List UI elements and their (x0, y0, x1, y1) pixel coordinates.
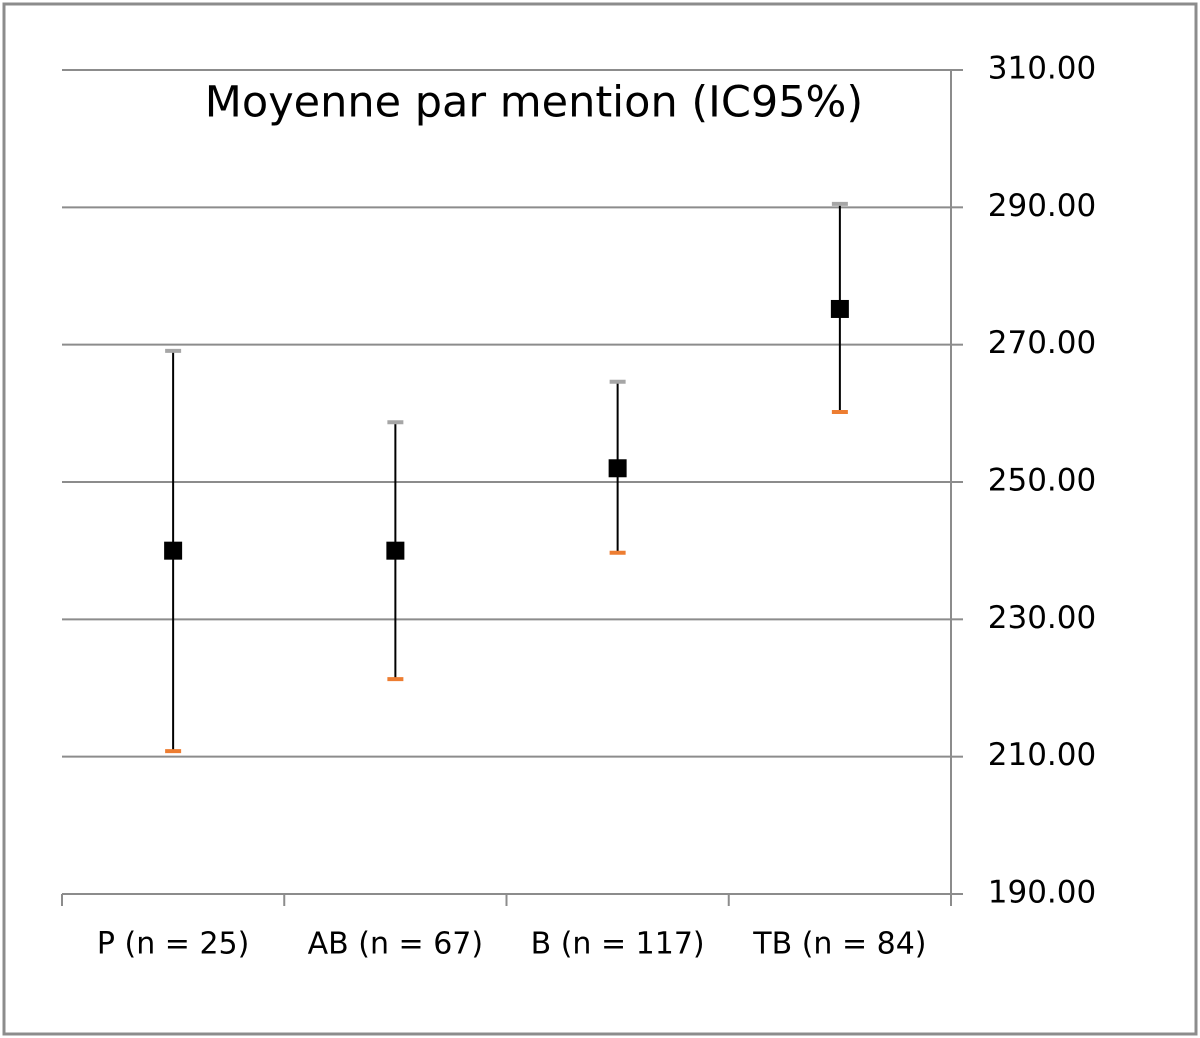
x-tick-label: TB (n = 84) (752, 927, 926, 962)
y-tick-label: 230.00 (988, 600, 1096, 636)
y-tick-label: 250.00 (988, 463, 1096, 499)
mean-marker (386, 541, 405, 560)
x-tick-label: B (n = 117) (531, 927, 705, 962)
mean-marker (164, 541, 183, 560)
chart-title: Moyenne par mention (IC95%) (205, 78, 863, 128)
y-tick-label: 290.00 (988, 188, 1096, 224)
y-tick-label: 190.00 (988, 875, 1096, 911)
mean-marker (608, 459, 627, 478)
y-tick-label: 310.00 (988, 51, 1096, 87)
x-tick-label: P (n = 25) (97, 927, 249, 962)
x-tick-label: AB (n = 67) (308, 927, 483, 962)
mean-marker (830, 299, 849, 318)
y-tick-label: 210.00 (988, 737, 1096, 773)
y-tick-label: 270.00 (988, 325, 1096, 361)
